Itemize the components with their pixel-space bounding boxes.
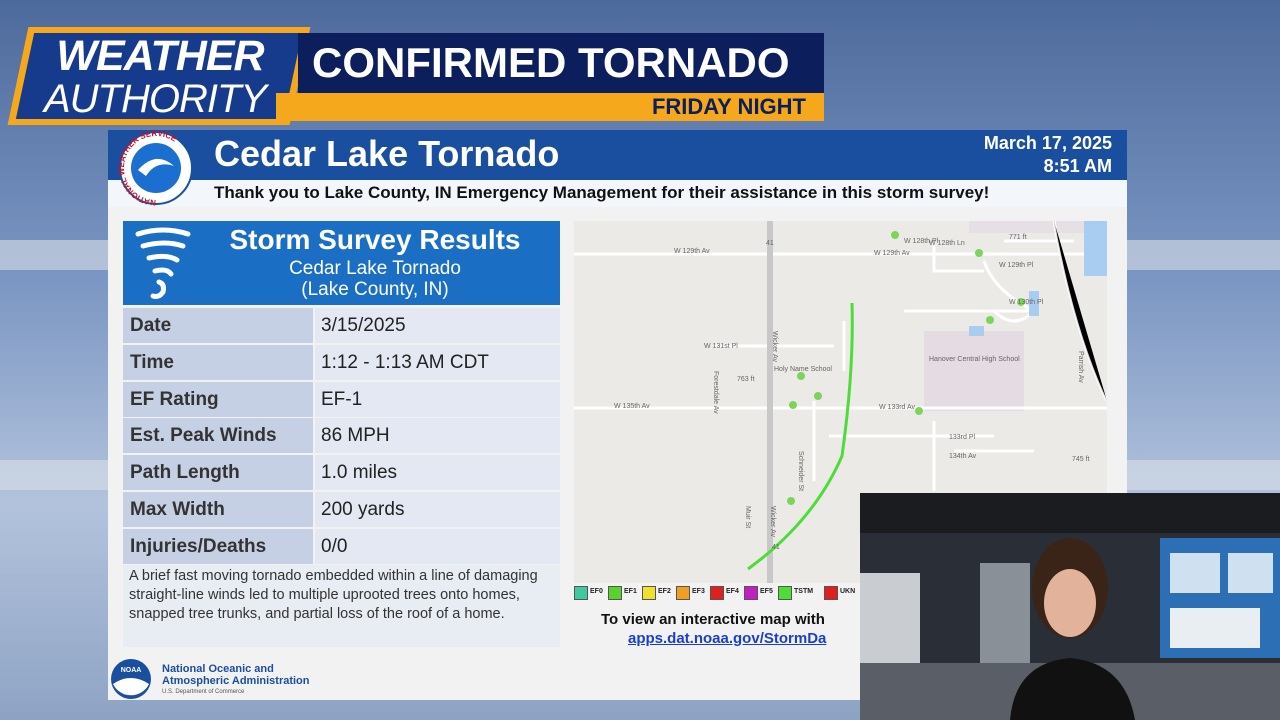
map-label: W 128th Pl: [904, 238, 939, 245]
thanks-bar: [108, 180, 1127, 207]
legend-swatch: [824, 586, 838, 600]
time: 8:51 AM: [1043, 156, 1112, 176]
nws-seal: NATIONAL WEATHER SERVICE: [117, 130, 193, 206]
map-label: 745 ft: [1072, 456, 1090, 463]
map-label: W 133rd Av: [879, 404, 916, 411]
survey-county: (Lake County, IN): [301, 279, 449, 300]
map-label: Parrish Av: [1077, 351, 1084, 383]
map-label: 771 ft: [1009, 234, 1027, 241]
brand-top: WEATHER: [56, 32, 264, 80]
legend-swatch: [642, 586, 656, 600]
dept: U.S. Department of Commerce: [162, 689, 245, 695]
legend-swatch: [710, 586, 724, 600]
row-value: EF-1: [315, 381, 560, 417]
date: March 17, 2025: [983, 133, 1112, 153]
legend-swatch: [574, 586, 588, 600]
map-label: W 129th Av: [874, 250, 910, 257]
row-label: Path Length: [123, 455, 313, 491]
map-legend: EF0 EF1 EF2 EF3 EF4 EF5 TSTM UKN: [574, 584, 859, 602]
row-value: 200 yards: [315, 492, 560, 527]
title: Cedar Lake Tornado: [214, 133, 560, 174]
survey-row: Injuries/Deaths 0/0: [123, 528, 560, 564]
map-label: Wicker Av: [771, 331, 778, 362]
map-label: 134th Av: [949, 453, 977, 460]
noaa-logo: NOAA: [111, 659, 151, 699]
survey-title: Storm Survey Results: [229, 224, 521, 255]
legend-label: EF0: [590, 588, 603, 595]
map-label: Wicker Av: [769, 506, 776, 537]
presenter-video: [860, 493, 1280, 720]
map-label: Muir St: [744, 506, 751, 528]
legend-swatch: [778, 586, 792, 600]
map-label: Hanover Central High School: [929, 356, 1020, 363]
org-line1: National Oceanic and: [162, 663, 274, 675]
row-label: Date: [123, 308, 313, 343]
legend-swatch: [608, 586, 622, 600]
row-value: 0/0: [315, 528, 560, 564]
org-line2: Atmospheric Administration: [162, 675, 310, 687]
map-label: W 128th Ln: [929, 240, 965, 247]
link-url[interactable]: apps.dat.noaa.gov/StormDa: [628, 630, 827, 647]
map-label: 41: [772, 544, 780, 551]
legend-label: EF2: [658, 588, 671, 595]
brand-bottom: AUTHORITY: [43, 77, 267, 121]
row-value: 1.0 miles: [315, 455, 560, 491]
legend-label: TSTM: [794, 588, 814, 595]
headline: CONFIRMED TORNADO: [298, 33, 824, 93]
legend-label: EF3: [692, 588, 705, 595]
map-label: 41: [766, 240, 774, 247]
legend-label: EF1: [624, 588, 637, 595]
survey-row: Max Width 200 yards: [123, 492, 560, 527]
survey-name: Cedar Lake Tornado: [289, 258, 461, 279]
row-value: 3/15/2025: [315, 308, 560, 343]
legend-swatch: [676, 586, 690, 600]
map-label: W 129th Pl: [999, 262, 1034, 269]
survey-row: Est. Peak Winds 86 MPH: [123, 418, 560, 454]
link-text: To view an interactive map with: [601, 611, 825, 628]
row-value: 1:12 - 1:13 AM CDT: [315, 344, 560, 380]
row-label: Injuries/Deaths: [123, 528, 313, 564]
row-label: Max Width: [123, 492, 313, 527]
tornado-icon: [135, 227, 191, 299]
map-label: Holy Name School: [774, 366, 832, 373]
map-label: W 129th Av: [674, 248, 710, 255]
map-label: W 131st Pl: [704, 343, 738, 350]
row-label: EF Rating: [123, 381, 313, 417]
legend-label: UKN: [840, 588, 856, 595]
survey-header: [123, 221, 560, 305]
map-label: Schneider St: [797, 451, 804, 491]
noaa-text: NOAA: [121, 667, 142, 674]
survey-row: EF Rating EF-1: [123, 381, 560, 417]
legend-label: EF5: [760, 588, 773, 595]
map-label: 763 ft: [737, 376, 755, 383]
header-bar: [108, 130, 1127, 180]
thanks: Thank you to Lake County, IN Emergency M…: [214, 183, 990, 202]
row-value: 86 MPH: [315, 418, 560, 454]
survey-row: Time 1:12 - 1:13 AM CDT: [123, 344, 560, 380]
map-label: 133rd Pl: [949, 434, 976, 441]
survey-row: Path Length 1.0 miles: [123, 455, 560, 491]
map-label: W 130th Pl: [1009, 299, 1044, 306]
legend-swatch: [744, 586, 758, 600]
description: A brief fast moving tornado embedded wit…: [123, 565, 560, 647]
survey-row: Date 3/15/2025: [123, 308, 560, 343]
subline: FRIDAY NIGHT: [276, 93, 824, 121]
row-label: Time: [123, 344, 313, 380]
map-label: W 135th Av: [614, 403, 650, 410]
map-label: Forestdale Av: [712, 371, 719, 414]
row-label: Est. Peak Winds: [123, 418, 313, 454]
legend-label: EF4: [726, 588, 739, 595]
